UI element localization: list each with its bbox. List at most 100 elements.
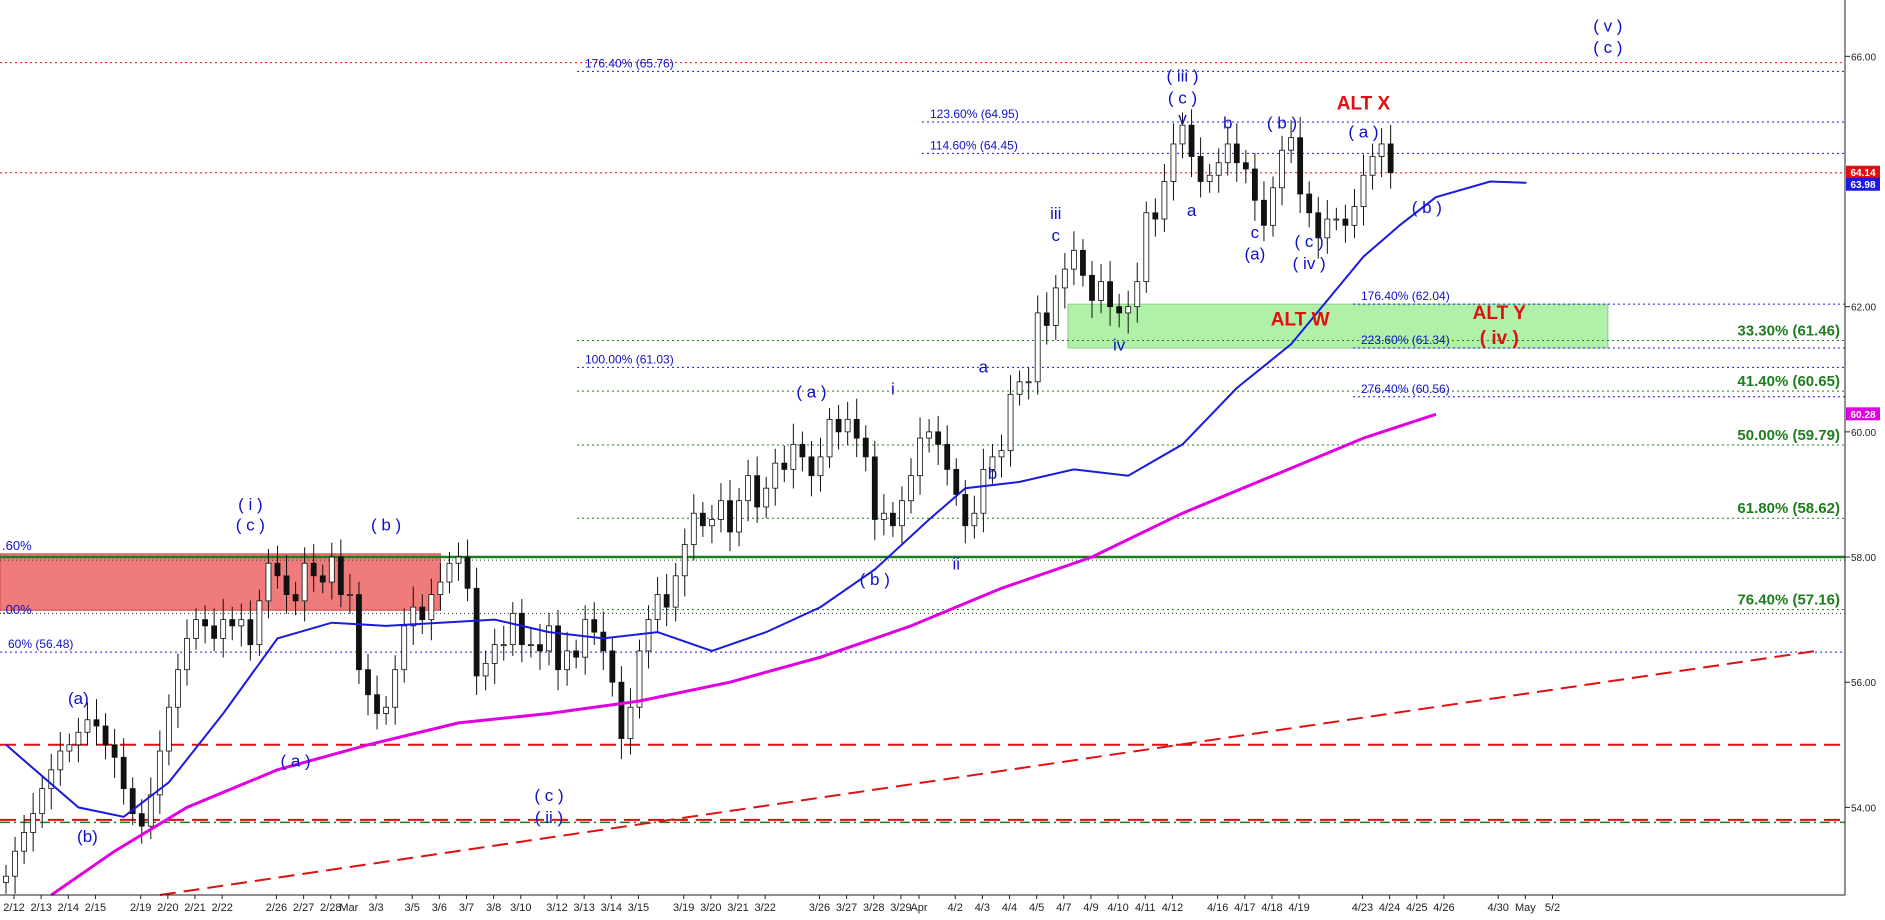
- alt-wave-label: ( iv ): [1480, 328, 1519, 349]
- x-tick-label: 4/19: [1288, 902, 1309, 914]
- candle-body: [862, 437, 869, 458]
- wave-label: ( iv ): [1293, 254, 1326, 273]
- candle-body: [609, 650, 616, 683]
- x-tick-label: 4/18: [1261, 902, 1282, 914]
- x-tick-label: 3/15: [628, 902, 649, 914]
- x-tick-label: 2/19: [130, 902, 151, 914]
- wave-label: ( c ): [1168, 88, 1197, 107]
- candle-body: [962, 494, 969, 527]
- fib-retracement-label: 61.80% (58.62): [1737, 500, 1840, 517]
- candle-body: [1270, 187, 1276, 226]
- x-tick-label: 2/12: [3, 902, 24, 914]
- zone-left-label: .00%: [2, 602, 32, 617]
- x-tick-label: 3/12: [546, 902, 567, 914]
- x-tick-label: 4/4: [1002, 902, 1017, 914]
- candle-body: [1080, 249, 1086, 276]
- candle-body: [274, 562, 281, 577]
- candle-body: [736, 500, 742, 533]
- candle-body: [1043, 312, 1050, 326]
- x-tick-label: 4/16: [1207, 902, 1228, 914]
- candle-body: [645, 619, 652, 652]
- x-tick-label: 4/26: [1433, 902, 1454, 914]
- candle-body: [292, 594, 299, 602]
- candle-body: [265, 562, 272, 602]
- candle-body: [880, 512, 887, 520]
- candle-body: [890, 512, 896, 527]
- candle-body: [763, 487, 770, 508]
- candle-body: [1061, 268, 1068, 289]
- candle-body: [1170, 143, 1177, 182]
- wave-label: ( a ): [796, 382, 826, 401]
- candle-body: [1224, 143, 1231, 164]
- candle-body: [1324, 218, 1331, 239]
- x-tick-label: 5/2: [1545, 902, 1560, 914]
- candle-body: [437, 581, 444, 595]
- y-tick-label: 60.00: [1851, 428, 1876, 439]
- wave-label: a: [1187, 201, 1197, 220]
- candle-body: [48, 769, 55, 790]
- fib-retracement-label: 41.40% (60.65): [1737, 373, 1840, 390]
- candle-body: [1351, 206, 1358, 226]
- candle-body: [1378, 143, 1385, 157]
- candle-body: [528, 644, 534, 647]
- x-tick-label: 2/20: [157, 902, 178, 914]
- candle-body: [147, 794, 154, 827]
- y-tick-label: 66.00: [1851, 52, 1876, 63]
- candle-body: [1025, 381, 1032, 384]
- x-tick-label: 3/7: [459, 902, 474, 914]
- x-tick-label: 3/26: [809, 902, 830, 914]
- x-tick-label: 4/2: [948, 902, 963, 914]
- wave-label: ( c ): [534, 786, 563, 805]
- candle-body: [301, 562, 308, 602]
- wave-label: ( iii ): [1166, 66, 1198, 85]
- candle-body: [600, 631, 607, 652]
- candle-body: [220, 619, 227, 639]
- candle-body: [1279, 149, 1285, 189]
- candle-body: [30, 813, 37, 833]
- candle-body: [346, 594, 353, 596]
- support-zone: [1067, 303, 1609, 349]
- candle-body: [1052, 287, 1059, 326]
- candle-body: [573, 650, 580, 658]
- wave-label: v: [1178, 109, 1187, 128]
- candle-body: [781, 462, 788, 470]
- candle-body: [555, 625, 561, 671]
- candle-body: [709, 519, 715, 527]
- candle-body: [401, 625, 408, 671]
- wave-label: b: [988, 464, 997, 483]
- candle-body: [392, 669, 399, 708]
- candle-body: [238, 619, 245, 627]
- x-tick-label: 3/6: [432, 902, 447, 914]
- wave-label: ii: [952, 555, 960, 574]
- candle-body: [211, 625, 218, 639]
- candle-body: [138, 813, 145, 827]
- x-tick-label: 2/13: [30, 902, 51, 914]
- candle-body: [256, 600, 263, 646]
- candle-body: [1315, 212, 1322, 239]
- x-tick-label: 2/14: [58, 902, 79, 914]
- candle-body: [1179, 124, 1186, 145]
- fib-extension-label: 60% (56.48): [8, 637, 73, 651]
- x-tick-label: 3/10: [510, 902, 531, 914]
- x-tick-label: 3/13: [573, 902, 594, 914]
- x-tick-label: 3/19: [673, 902, 694, 914]
- moving-average-blue: [5, 180, 1527, 818]
- candle-body: [564, 650, 570, 671]
- alt-wave-label: ALT W: [1271, 309, 1330, 330]
- x-tick-label: 2/28: [320, 902, 341, 914]
- candle-body: [718, 500, 724, 520]
- fib-extension-label: 276.40% (60.56): [1361, 382, 1450, 396]
- fib-extension-label: 100.00% (61.03): [585, 352, 674, 366]
- candle-body: [328, 556, 335, 583]
- x-tick-label: 3/5: [405, 902, 420, 914]
- candle-body: [1387, 143, 1394, 174]
- candle-body: [1306, 193, 1313, 214]
- candle-body: [618, 681, 625, 739]
- wave-label: iii: [1050, 204, 1061, 223]
- candle-body: [908, 475, 914, 502]
- x-tick-label: 4/23: [1352, 902, 1373, 914]
- candle-body: [428, 594, 435, 621]
- alt-wave-label: ALT X: [1337, 94, 1391, 115]
- wave-label: b: [1223, 113, 1232, 132]
- wave-label: (a): [68, 689, 89, 708]
